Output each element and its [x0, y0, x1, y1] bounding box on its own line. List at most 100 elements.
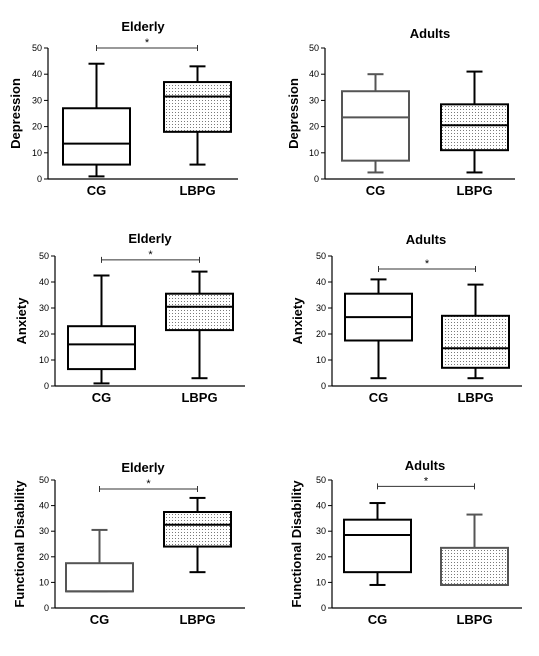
significance-label: * — [146, 478, 151, 490]
category-label: LBPG — [456, 183, 492, 198]
significance-bracket: * — [101, 249, 200, 263]
iqr-box — [441, 314, 510, 369]
box-cg — [343, 502, 412, 586]
box-cg — [341, 73, 410, 174]
chart-title: Elderly — [121, 19, 165, 34]
significance-label: * — [425, 258, 430, 270]
y-tick-label: 40 — [309, 69, 319, 79]
box-lbpg — [165, 270, 234, 380]
iqr-box — [440, 103, 509, 152]
y-tick-label: 10 — [316, 355, 326, 365]
category-label: LBPG — [457, 390, 493, 405]
y-tick-label: 40 — [316, 277, 326, 287]
category-label: LBPG — [179, 612, 215, 627]
y-tick-label: 0 — [314, 174, 319, 184]
y-axis-label: Functional Disability — [289, 480, 304, 608]
y-tick-label: 10 — [309, 148, 319, 158]
y-tick-label: 20 — [39, 329, 49, 339]
y-tick-label: 20 — [316, 329, 326, 339]
significance-label: * — [424, 475, 429, 487]
y-tick-label: 0 — [37, 174, 42, 184]
category-label: CG — [87, 183, 107, 198]
y-tick-label: 20 — [309, 122, 319, 132]
y-axis-label: Functional Disability — [12, 480, 27, 608]
y-tick-label: 30 — [32, 95, 42, 105]
chart-panel-5: Elderly Functional Disability 0 10 20 30 40 50 C… — [12, 460, 245, 627]
y-tick-label: 40 — [32, 69, 42, 79]
chart-panel-4: Adults Anxiety 0 10 20 30 40 50 CG LBPG * — [290, 232, 522, 405]
significance-bracket: * — [99, 478, 198, 492]
y-tick-label: 20 — [39, 552, 49, 562]
y-tick-label: 30 — [316, 303, 326, 313]
y-tick-label: 40 — [39, 501, 49, 511]
y-tick-label: 20 — [316, 552, 326, 562]
iqr-box — [163, 511, 232, 548]
chart-title: Adults — [405, 458, 445, 473]
category-label: CG — [369, 390, 389, 405]
y-tick-label: 50 — [39, 251, 49, 261]
y-tick-label: 30 — [39, 303, 49, 313]
y-tick-label: 0 — [44, 381, 49, 391]
category-label: LBPG — [456, 612, 492, 627]
box-cg — [344, 278, 413, 380]
y-tick-label: 50 — [316, 475, 326, 485]
chart-panel-1: Elderly Depression 0 10 20 30 40 50 CG LBPG * — [8, 19, 238, 198]
category-label: CG — [366, 183, 386, 198]
box-lbpg — [440, 513, 509, 586]
y-axis-label: Depression — [8, 78, 23, 149]
significance-bracket: * — [96, 37, 198, 51]
box-lbpg — [163, 496, 232, 574]
y-tick-label: 0 — [44, 603, 49, 613]
y-tick-label: 10 — [39, 577, 49, 587]
chart-title: Adults — [406, 232, 446, 247]
category-label: CG — [90, 612, 110, 627]
y-tick-label: 40 — [316, 501, 326, 511]
chart-panel-2: Adults Depression 0 10 20 30 40 50 CG LBPG — [286, 26, 515, 198]
chart-panel-6: Adults Functional Disability 0 10 20 30 40 50 CG… — [289, 458, 522, 627]
y-tick-label: 50 — [316, 251, 326, 261]
y-tick-label: 30 — [316, 526, 326, 536]
iqr-box — [440, 546, 509, 586]
y-axis-label: Depression — [286, 78, 301, 149]
chart-title: Adults — [410, 26, 450, 41]
y-tick-label: 20 — [32, 122, 42, 132]
y-tick-label: 10 — [32, 148, 42, 158]
iqr-box — [65, 562, 134, 593]
y-tick-label: 50 — [32, 43, 42, 53]
significance-label: * — [145, 37, 150, 49]
chart-panel-3: Elderly Anxiety 0 10 20 30 40 50 CG LBPG * — [14, 231, 245, 405]
iqr-box — [165, 292, 234, 332]
box-lbpg — [440, 70, 509, 174]
y-tick-label: 50 — [309, 43, 319, 53]
box-cg — [62, 62, 131, 178]
y-tick-label: 10 — [39, 355, 49, 365]
box-lbpg — [441, 283, 510, 380]
chart-title: Elderly — [121, 460, 165, 475]
box-cg — [67, 274, 136, 385]
box-lbpg — [163, 65, 232, 166]
y-tick-label: 10 — [316, 577, 326, 587]
y-axis-label: Anxiety — [14, 297, 29, 345]
significance-bracket: * — [378, 258, 476, 272]
iqr-box — [343, 518, 412, 574]
box-cg — [65, 528, 134, 593]
significance-label: * — [148, 249, 153, 261]
y-tick-label: 30 — [39, 526, 49, 536]
iqr-box — [163, 81, 232, 133]
iqr-box — [62, 107, 131, 166]
y-tick-label: 40 — [39, 277, 49, 287]
category-label: LBPG — [179, 183, 215, 198]
iqr-box — [67, 325, 136, 371]
y-tick-label: 30 — [309, 95, 319, 105]
category-label: CG — [92, 390, 112, 405]
y-axis-label: Anxiety — [290, 297, 305, 345]
y-tick-label: 0 — [321, 381, 326, 391]
iqr-box — [341, 90, 410, 162]
y-tick-label: 0 — [321, 603, 326, 613]
significance-bracket: * — [377, 475, 475, 490]
chart-title: Elderly — [128, 231, 172, 246]
y-tick-label: 50 — [39, 475, 49, 485]
category-label: LBPG — [181, 390, 217, 405]
category-label: CG — [368, 612, 388, 627]
